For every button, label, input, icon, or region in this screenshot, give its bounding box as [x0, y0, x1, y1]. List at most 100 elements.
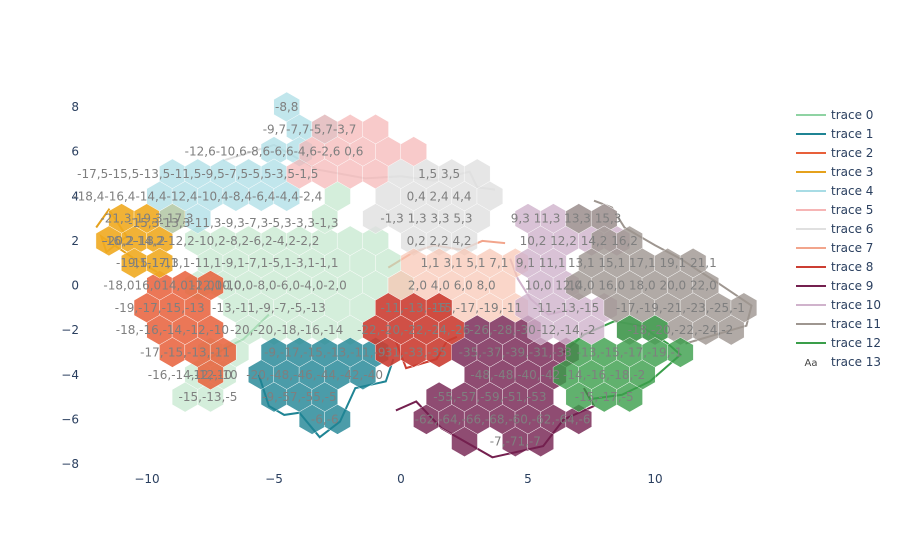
hex-label: -55,-57,-59,-51,-53 [433, 390, 546, 404]
hex-label: -15,1-13,1-11,1-9,1-7,1-5,1-3,1-1,1 [128, 256, 338, 270]
legend-item[interactable]: trace 12 [796, 336, 881, 350]
legend-item[interactable]: trace 4 [796, 184, 873, 198]
hex-label: -15,-17,-19,-11 [432, 301, 522, 315]
y-tick-label: −4 [61, 368, 79, 382]
y-tick-label: 4 [71, 189, 79, 203]
hex-label: -26,-28,-30 [469, 323, 535, 337]
legend-item[interactable]: Aa trace 13 [805, 355, 882, 369]
hex-label: 13,1 15,1 17,1 19,1 21,1 [568, 256, 717, 270]
hex-cell [717, 314, 745, 346]
legend-item[interactable]: trace 8 [796, 260, 873, 274]
legend-item[interactable]: trace 10 [796, 298, 881, 312]
hex-label: -12,-14,-2 [537, 323, 596, 337]
series-12 [552, 314, 694, 413]
hex-label: 9,3 11,3 13,3 15,3 [511, 212, 622, 226]
legend-label: trace 4 [831, 184, 873, 198]
hex-label: -20,2-18,2 [103, 234, 165, 248]
hex-label: -17,-15,-13,-11 [140, 345, 230, 359]
legend-label: trace 6 [831, 222, 873, 236]
axes: −10 −5 0 5 10 −8 −6 −4 −2 0 2 4 6 8 [61, 100, 662, 486]
hex-label: -9,-17,-15,-13,-11,-9 [264, 345, 385, 359]
legend-label: trace 3 [831, 165, 873, 179]
hex-cell [197, 359, 224, 391]
legend-label: trace 11 [831, 317, 881, 331]
hex-label: -16,-14,-12,-10 [148, 368, 238, 382]
hex-label: -16,2-14,2-12,2-10,2-8,2-6,2-4,2-2,2 [102, 234, 320, 248]
hex-label: -14,-16,-18,-2 [563, 368, 645, 382]
hex-label: -15,-17,-5 [575, 390, 634, 404]
legend-item[interactable]: trace 3 [796, 165, 873, 179]
hex-label: -22,-20,-22,-24,-26 [357, 323, 470, 337]
legend-label: trace 2 [831, 146, 873, 160]
hex-label: -1,3 1,3 3,3 5,3 [380, 212, 472, 226]
legend-item[interactable]: trace 0 [796, 108, 873, 122]
legend-item[interactable]: trace 1 [796, 127, 873, 141]
x-tick-label: −10 [134, 472, 159, 486]
hex-label: -13,-11,-9,-7,-5,-13 [212, 301, 326, 315]
legend[interactable]: trace 0 trace 1 trace 2 trace 3 trace 4 trace… [796, 108, 881, 369]
legend-item[interactable]: trace 9 [796, 279, 873, 293]
hex-label: -9,-57,-55,-5 [262, 390, 337, 404]
hex-label: 9,1 11,1 [516, 256, 566, 270]
hex-label: -20,-48,-46,-44,-42,-40 [246, 368, 383, 382]
hex-label: -15,3-13,3-11,3-9,3-7,3-5,3-3,3-1,3 [128, 216, 338, 230]
hex-label: -8,8 [275, 100, 298, 114]
series-8 [362, 292, 466, 368]
hex-cell [667, 337, 694, 368]
hex-label: -35,-37,-39,-31,-33 [459, 345, 572, 359]
y-tick-label: 2 [71, 234, 79, 248]
series-5 [286, 114, 427, 190]
legend-label: trace 1 [831, 127, 873, 141]
hex-label: -21,3-19,3-17,3 [100, 212, 193, 226]
legend-item[interactable]: trace 6 [796, 222, 873, 236]
y-tick-label: 0 [71, 279, 79, 293]
legend-item[interactable]: trace 5 [796, 203, 873, 217]
legend-label: trace 12 [831, 336, 881, 350]
hex-label: -12,6-10,6-8,6-6,6-4,6-2,6 0,6 [185, 145, 364, 159]
hex-label: -48,-48,-40,-42 [470, 368, 560, 382]
hex-label: -62,-64,-66,-68,-60,-62,-64,-6 [415, 412, 591, 426]
hex-label: -15,-13,-5 [179, 390, 238, 404]
hex-cell [349, 359, 377, 391]
hex-label: -18,-20,-22,-24,-2 [628, 323, 734, 337]
y-tick-label: −8 [61, 457, 79, 471]
hex-label: -17,-19,-21,-23,-25,-1 [616, 301, 745, 315]
y-tick-label: −2 [61, 323, 79, 337]
hex-cell [184, 203, 212, 234]
hex-cell [616, 381, 643, 413]
hex-label: -7,-71,-7 [490, 435, 541, 449]
x-tick-label: 0 [397, 472, 405, 486]
hex-label: -18,016,014,012,010,0 [103, 279, 241, 293]
legend-label: trace 13 [831, 355, 881, 369]
legend-item[interactable]: trace 2 [796, 146, 873, 160]
series-6 [362, 158, 504, 257]
hex-label: -11,-13,-15 [533, 301, 599, 315]
hex-label: -13,-15,-17,-19,-1 [577, 345, 683, 359]
legend-label: trace 10 [831, 298, 881, 312]
hex-label: 10,2 12,2 14,2 16,2 [520, 234, 638, 248]
hex-label: -17,5-15,5-13,5-11,5-9,5-7,5-5,5-3,5-1,5 [77, 167, 318, 181]
hex-label: -18,-16,-14,-12,-10 [116, 323, 229, 337]
hex-label: 1,1 3,1 5,1 7,1 [421, 256, 509, 270]
hex-label: -11,-13,-15 [380, 301, 446, 315]
x-tick-label: 10 [647, 472, 662, 486]
series-9 [413, 314, 593, 457]
legend-label: trace 0 [831, 108, 873, 122]
hex-label: 0,4 2,4 4,4 [407, 189, 472, 203]
hex-label: 1,5 3,5 [418, 167, 460, 181]
hex-layer [95, 91, 758, 457]
hex-cell [146, 247, 173, 279]
legend-item[interactable]: trace 11 [796, 317, 881, 331]
legend-text-swatch: Aa [805, 358, 818, 369]
legend-item[interactable]: trace 7 [796, 241, 873, 255]
hex-label: -31,-33,-35 [380, 345, 446, 359]
legend-label: trace 5 [831, 203, 873, 217]
series-2 [133, 270, 237, 391]
legend-label: trace 8 [831, 260, 873, 274]
hex-label: 10,0 12,0 [525, 279, 582, 293]
hex-cell [451, 426, 478, 457]
hex-label: -6,-6 [311, 412, 339, 426]
legend-label: trace 7 [831, 241, 873, 255]
legend-label: trace 9 [831, 279, 873, 293]
